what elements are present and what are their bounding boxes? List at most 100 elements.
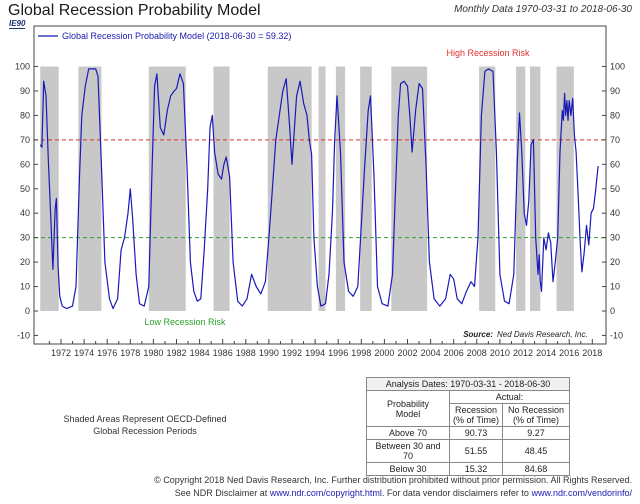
- x-tick-label: 2010: [490, 348, 510, 358]
- vendorinfo-link[interactable]: www.ndr.com/vendorinfo/: [531, 488, 632, 498]
- y-tick-label-right: 100: [610, 62, 625, 72]
- recession-period-shade: [360, 66, 372, 311]
- y-tick-label-left: 70: [20, 135, 30, 145]
- x-tick-label: 1994: [305, 348, 325, 358]
- y-tick-label-left: 80: [20, 110, 30, 120]
- x-tick-label: 1974: [74, 348, 94, 358]
- no-recession-col-header: No Recession (% of Time): [502, 403, 570, 427]
- recession-period-shade: [78, 66, 102, 311]
- recession-period-shade: [318, 66, 326, 311]
- row-label: Between 30 and 70: [366, 439, 450, 463]
- y-tick-label-left: 40: [20, 208, 30, 218]
- row-no-recession: 48.45: [502, 439, 570, 463]
- y-tick-label-right: 90: [610, 86, 620, 96]
- x-tick-label: 2000: [374, 348, 394, 358]
- y-tick-label-left: 30: [20, 233, 30, 243]
- y-tick-label-left: 50: [20, 184, 30, 194]
- row-no-recession: 84.68: [502, 462, 570, 476]
- low-risk-label: Low Recession Risk: [144, 317, 226, 327]
- x-tick-label: 1984: [190, 348, 210, 358]
- y-tick-label-right: 40: [610, 208, 620, 218]
- table-row: Below 30 15.32 84.68: [366, 462, 570, 476]
- date-range-label: Monthly Data 1970-03-31 to 2018-06-30: [454, 4, 632, 15]
- recession-col-header: Recession (% of Time): [449, 403, 503, 427]
- y-tick-label-right: 0: [610, 306, 615, 316]
- y-tick-label-left: -10: [17, 330, 30, 340]
- y-tick-label-right: -10: [610, 330, 623, 340]
- x-tick-label: 1978: [120, 348, 140, 358]
- recession-header-line-2: (% of Time): [453, 415, 500, 425]
- no-recession-header-line-2: (% of Time): [512, 415, 559, 425]
- x-tick-label: 2016: [559, 348, 579, 358]
- shading-note-line-2: Global Recession Periods: [93, 426, 197, 436]
- recession-header-line-1: Recession: [454, 405, 498, 415]
- x-tick-label: 2006: [444, 348, 464, 358]
- source-text: Ned Davis Research, Inc.: [497, 330, 588, 339]
- y-tick-label-right: 60: [610, 159, 620, 169]
- model-header-line-1: Probability: [386, 398, 430, 409]
- row-recession: 90.73: [449, 426, 503, 440]
- y-tick-label-left: 0: [25, 306, 30, 316]
- series-layer: [39, 68, 599, 310]
- x-tick-label: 2002: [397, 348, 417, 358]
- row-label: Below 30: [366, 462, 450, 476]
- x-tick-label: 1976: [97, 348, 117, 358]
- y-tick-label-right: 10: [610, 282, 620, 292]
- y-tick-label-left: 90: [20, 86, 30, 96]
- table-row: Between 30 and 70 51.55 48.45: [366, 439, 570, 463]
- row-recession: 51.55: [449, 439, 503, 463]
- x-tick-label: 1980: [143, 348, 163, 358]
- no-recession-header-line-1: No Recession: [507, 405, 565, 415]
- recession-probability-line: [39, 68, 599, 310]
- x-tick-label: 1992: [282, 348, 302, 358]
- x-tick-label: 2008: [467, 348, 487, 358]
- recession-period-shade: [479, 66, 496, 311]
- recession-period-shade: [213, 66, 230, 311]
- shading-note-line-1: Shaded Areas Represent OECD-Defined: [63, 414, 227, 424]
- row-label: Above 70: [366, 426, 450, 440]
- copyright-link[interactable]: www.ndr.com/copyright.html: [269, 488, 382, 498]
- high-risk-label: High Recession Risk: [446, 48, 530, 58]
- x-tick-label: 1982: [166, 348, 186, 358]
- y-tick-label-left: 60: [20, 159, 30, 169]
- recession-period-shade: [267, 66, 312, 311]
- plot-frame: [33, 25, 607, 345]
- source-label: Source:: [463, 330, 493, 339]
- row-no-recession: 9.27: [502, 426, 570, 440]
- x-tick-label: 1990: [259, 348, 279, 358]
- axis-layer: -10 -10 0 0 10 10 20 20 30 30 40 40 50 50 60 60 70 70 80 80…: [15, 62, 625, 359]
- y-tick-label-right: 80: [610, 110, 620, 120]
- analysis-dates: Analysis Dates: 1970-03-31 - 2018-06-30: [366, 377, 570, 391]
- x-tick-label: 1986: [213, 348, 233, 358]
- recession-period-shade: [148, 66, 186, 311]
- row-recession: 15.32: [449, 462, 503, 476]
- y-tick-label-right: 30: [610, 233, 620, 243]
- chart-legend: Global Recession Probability Model (2018…: [38, 31, 291, 41]
- table-row: Above 70 90.73 9.27: [366, 426, 570, 440]
- x-tick-label: 2012: [513, 348, 533, 358]
- series-code: IE90: [9, 19, 26, 29]
- x-tick-label: 2004: [421, 348, 441, 358]
- x-tick-label: 1998: [351, 348, 371, 358]
- model-header-line-2: Model: [395, 408, 421, 419]
- copyright-text: © Copyright 2018 Ned Davis Research, Inc…: [154, 475, 632, 485]
- x-tick-label: 1972: [51, 348, 71, 358]
- disclaimer-mid: . For data vendor disclaimers refer to: [381, 488, 529, 498]
- chart-title: Global Recession Probability Model: [8, 2, 261, 19]
- analysis-table: Analysis Dates: 1970-03-31 - 2018-06-30 …: [366, 377, 570, 476]
- y-tick-label-right: 50: [610, 184, 620, 194]
- shading-note: Shaded Areas Represent OECD-Defined Glob…: [60, 413, 230, 437]
- actual-header: Actual:: [449, 390, 570, 404]
- y-tick-label-left: 10: [20, 282, 30, 292]
- disclaimer-text: See NDR Disclaimer at www.ndr.com/copyri…: [175, 488, 632, 498]
- x-tick-label: 2014: [536, 348, 556, 358]
- model-header: Probability Model: [366, 390, 450, 427]
- y-tick-label-left: 20: [20, 257, 30, 267]
- x-tick-label: 2018: [582, 348, 602, 358]
- threshold-lines: [34, 139, 606, 239]
- y-tick-label-right: 20: [610, 257, 620, 267]
- x-tick-label: 1996: [328, 348, 348, 358]
- recession-period-shade: [516, 66, 526, 311]
- recession-period-shade: [335, 66, 346, 311]
